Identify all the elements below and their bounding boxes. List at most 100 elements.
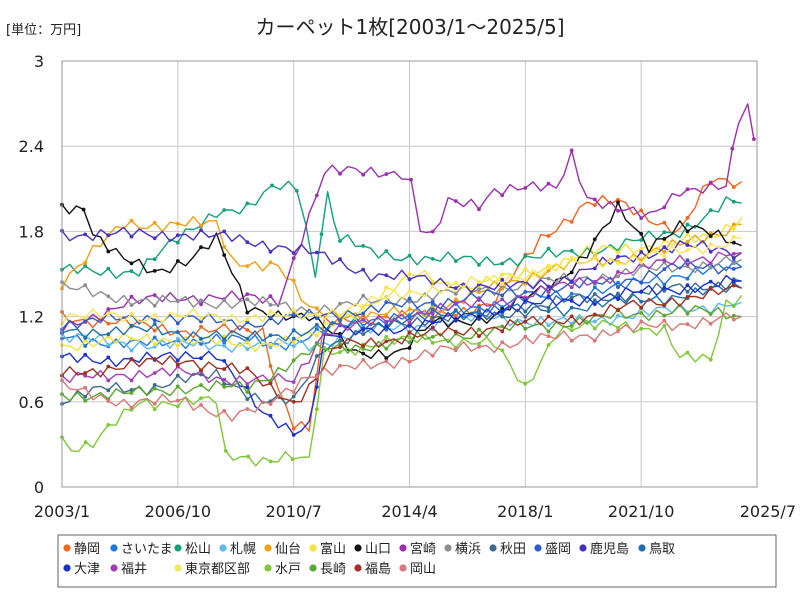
data-point <box>199 403 203 407</box>
data-point <box>430 229 435 234</box>
data-point <box>407 296 412 301</box>
data-point <box>291 344 296 348</box>
data-point <box>500 293 505 298</box>
data-point <box>477 280 481 284</box>
data-point <box>500 297 505 302</box>
data-point <box>175 398 180 403</box>
data-point <box>384 339 389 344</box>
data-point <box>523 295 528 300</box>
x-tick-label: 2025/7 <box>740 502 796 521</box>
data-point <box>81 207 86 212</box>
series-line <box>61 255 742 315</box>
legend-marker <box>264 564 272 572</box>
legend-item: 静岡 <box>63 542 100 557</box>
data-point <box>662 267 667 272</box>
data-point <box>245 385 250 390</box>
data-point <box>384 312 389 317</box>
data-point <box>361 332 366 336</box>
data-point <box>662 289 667 293</box>
data-point <box>199 245 203 250</box>
data-point <box>245 317 250 322</box>
legend-item: さいたま <box>110 542 173 557</box>
data-point <box>175 336 180 341</box>
data-point <box>616 274 620 279</box>
data-point <box>523 334 528 339</box>
data-point <box>129 357 134 362</box>
data-point <box>83 283 88 287</box>
y-tick-label: 2.4 <box>19 137 44 156</box>
legend-item: 水戸 <box>264 562 301 577</box>
data-point <box>569 220 574 224</box>
legend-marker <box>309 564 317 572</box>
data-point <box>407 320 412 325</box>
data-point <box>361 244 366 248</box>
data-point <box>268 260 273 265</box>
data-point <box>129 336 134 341</box>
data-point <box>291 399 296 404</box>
data-point <box>199 372 203 377</box>
data-point <box>662 254 667 258</box>
series-line <box>61 236 742 324</box>
legend-item: 宮崎 <box>399 541 436 557</box>
data-point <box>477 334 481 339</box>
data-point <box>569 285 574 290</box>
data-point <box>639 250 644 254</box>
data-point <box>708 242 713 247</box>
data-point <box>245 328 250 332</box>
data-point <box>245 201 250 206</box>
data-point <box>407 335 412 339</box>
data-point <box>546 290 551 294</box>
data-point <box>175 344 180 348</box>
data-point <box>384 346 389 351</box>
data-point <box>430 341 435 345</box>
data-point <box>731 240 736 245</box>
series-盛岡 <box>60 258 742 332</box>
y-tick-label: 0 <box>34 478 44 497</box>
data-point <box>731 222 736 227</box>
data-point <box>616 254 620 259</box>
data-point <box>384 172 389 177</box>
data-point <box>245 366 250 370</box>
data-point <box>175 358 180 363</box>
data-point <box>175 404 180 409</box>
data-point <box>500 277 505 282</box>
data-point <box>384 319 389 324</box>
legend-marker <box>174 564 182 572</box>
data-point <box>592 266 597 271</box>
data-point <box>430 315 435 320</box>
data-point <box>338 257 342 262</box>
data-point <box>175 362 180 367</box>
data-point <box>616 291 620 296</box>
data-point <box>708 357 713 362</box>
data-point <box>268 249 273 254</box>
data-point <box>152 402 157 406</box>
data-point <box>152 342 157 347</box>
data-point <box>639 305 644 310</box>
data-point <box>338 171 342 176</box>
data-point <box>430 307 435 312</box>
series-line <box>61 274 742 436</box>
data-point <box>175 313 180 318</box>
data-point <box>291 251 296 256</box>
data-point <box>685 216 690 220</box>
data-point <box>569 291 574 296</box>
data-point <box>592 251 597 256</box>
data-point <box>245 340 250 344</box>
data-point <box>222 229 227 234</box>
data-point <box>430 320 435 325</box>
data-point <box>592 292 597 296</box>
series-line <box>61 201 742 360</box>
data-point <box>453 313 458 318</box>
series-大津 <box>60 274 742 437</box>
data-point <box>662 318 667 323</box>
data-point <box>175 321 180 326</box>
data-point <box>83 315 88 320</box>
plot-area-frame <box>61 60 758 488</box>
data-point <box>546 181 551 186</box>
series-line <box>61 216 743 353</box>
data-point <box>546 285 551 289</box>
data-point <box>616 325 620 330</box>
data-point <box>407 359 412 364</box>
data-point <box>222 208 227 212</box>
data-point <box>453 308 458 312</box>
